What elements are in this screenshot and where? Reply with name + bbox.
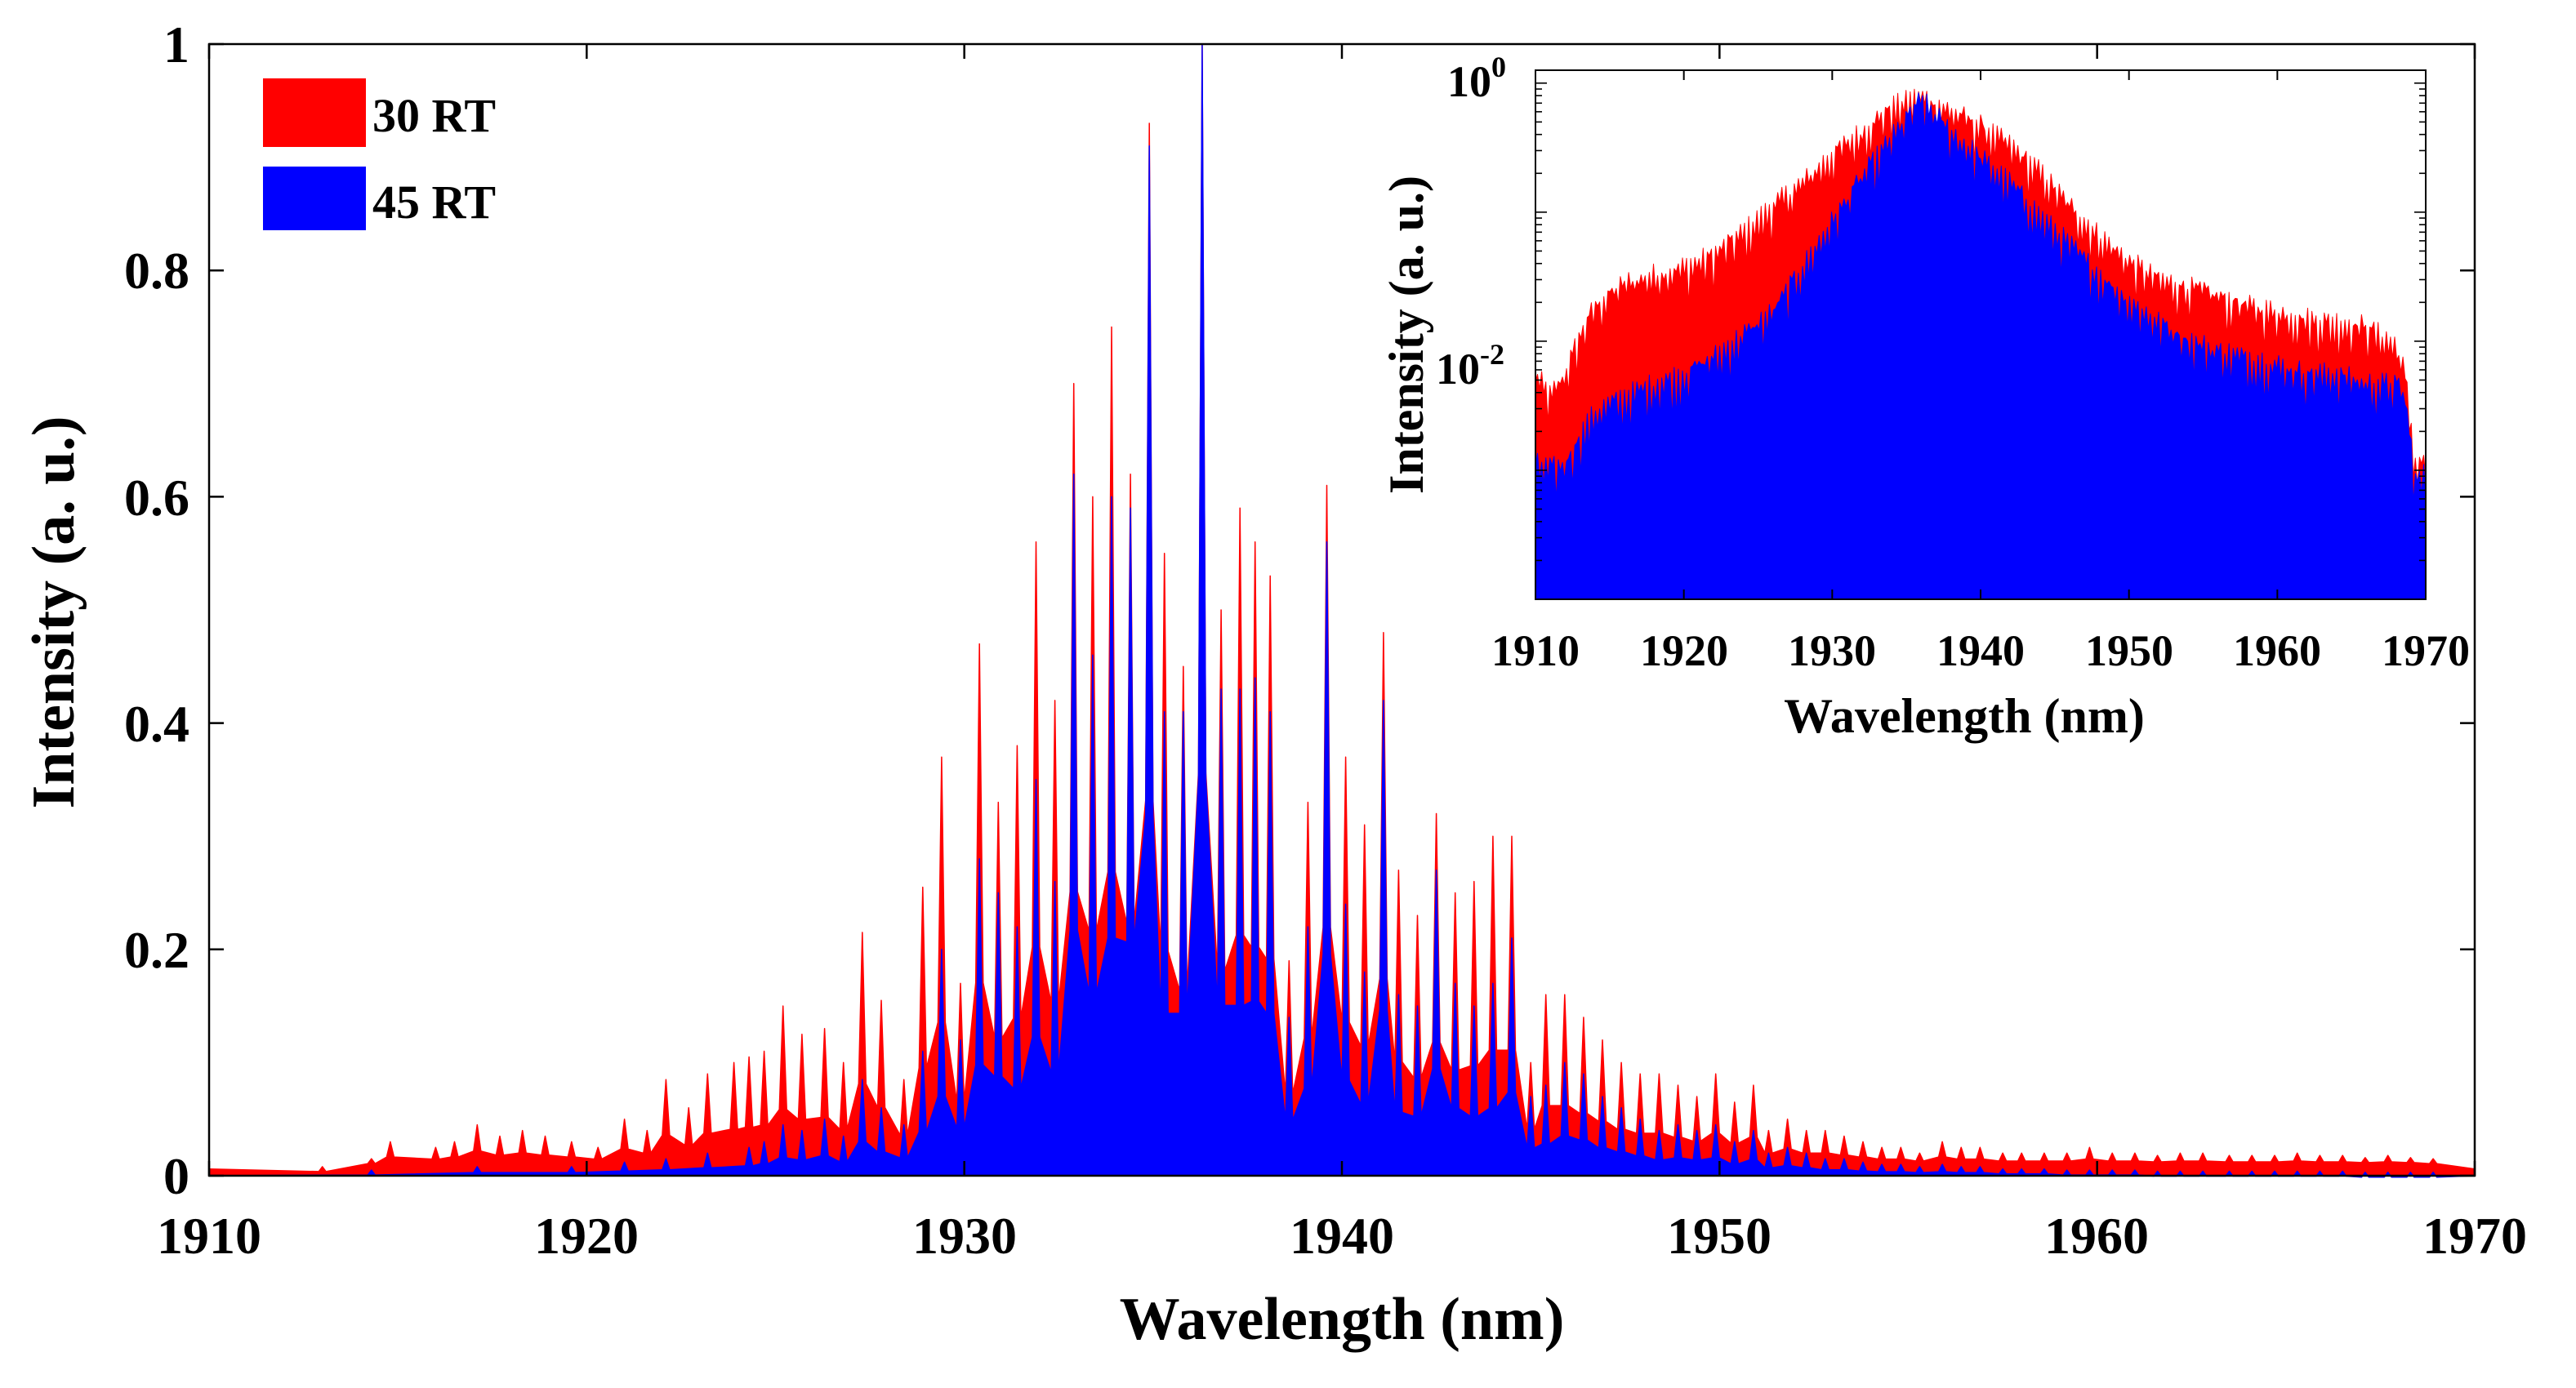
inset-y-tick-base: 10 <box>1447 57 1491 106</box>
inset-series-area-45rt <box>1535 92 2427 600</box>
inset-y-axis-label: Intensity (a. u.) <box>1379 176 1433 494</box>
main-x-tick-label: 1920 <box>534 1207 639 1265</box>
main-y-tick-label: 1 <box>163 16 189 73</box>
inset-y-tick-exponent: -2 <box>1480 338 1504 371</box>
legend-swatch-45rt <box>263 167 366 230</box>
inset-y-tick-label: 100 <box>1447 51 1506 106</box>
inset-y-tick-exponent: 0 <box>1491 51 1506 83</box>
main-y-tick-label: 0.2 <box>124 921 189 979</box>
main-x-tick-label: 1970 <box>2422 1207 2527 1265</box>
main-x-tick-label: 1910 <box>157 1207 261 1265</box>
legend: 30 RT 45 RT <box>263 78 496 230</box>
main-y-tick-label: 0.6 <box>124 469 189 527</box>
inset-x-tick-label: 1960 <box>2233 626 2321 675</box>
main-x-axis-label: Wavelength (nm) <box>1120 1286 1565 1353</box>
main-y-axis-label: Intensity (a. u.) <box>20 416 87 808</box>
main-chart: 1910 1920 1930 1940 1950 1960 1970 0 0.2… <box>20 16 2527 1353</box>
main-x-tick-label: 1930 <box>912 1207 1017 1265</box>
inset-x-tick-label: 1950 <box>2085 626 2173 675</box>
inset-x-tick-label: 1910 <box>1491 626 1580 675</box>
main-y-tick-label: 0 <box>163 1147 189 1205</box>
inset-y-tick-base: 10 <box>1436 345 1480 394</box>
inset-plot-area <box>1535 88 2427 600</box>
inset-x-tick-label: 1970 <box>2382 626 2470 675</box>
inset-chart: 1910 1920 1930 1940 1950 1960 1970 100 1… <box>1379 51 2470 743</box>
legend-label-30rt: 30 RT <box>372 89 496 142</box>
legend-swatch-30rt <box>263 78 366 147</box>
main-ticks <box>207 42 2476 1177</box>
inset-x-axis-label: Wavelength (nm) <box>1784 689 2145 743</box>
inset-x-tick-label: 1940 <box>1936 626 2025 675</box>
main-y-tick-label: 0.8 <box>124 242 189 300</box>
legend-label-45rt: 45 RT <box>372 176 496 229</box>
series-area-30rt <box>208 43 2476 1177</box>
main-x-tick-label: 1950 <box>1667 1207 1772 1265</box>
main-y-tick-label: 0.4 <box>124 695 189 753</box>
inset-x-tick-label: 1920 <box>1640 626 1728 675</box>
main-x-tick-label: 1940 <box>1290 1207 1394 1265</box>
main-x-tick-label: 1960 <box>2044 1207 2149 1265</box>
inset-y-tick-label: 10-2 <box>1436 338 1504 394</box>
inset-ticks <box>1535 70 2427 600</box>
inset-x-tick-label: 1930 <box>1788 626 1876 675</box>
